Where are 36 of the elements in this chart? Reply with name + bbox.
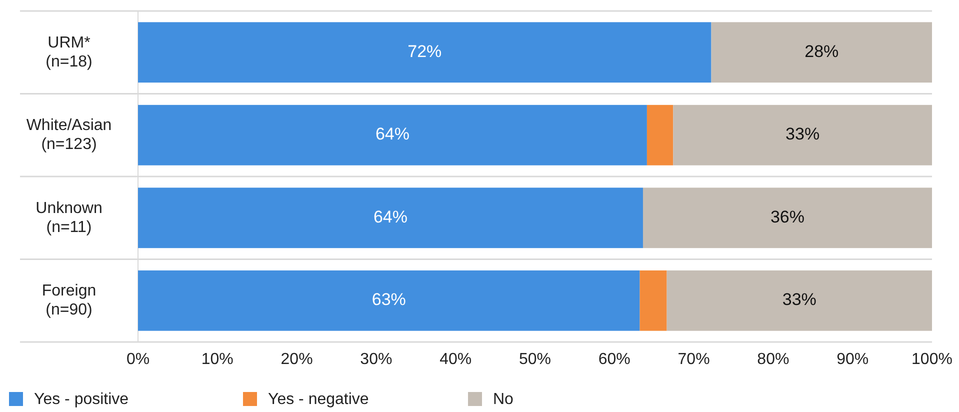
x-tick-label: 0%	[126, 351, 150, 368]
legend-label: No	[493, 391, 514, 408]
bar	[711, 22, 932, 83]
y-tick-label: White/Asian (n=123)	[26, 117, 112, 154]
data-label: 28%	[804, 42, 839, 61]
data-label: 72%	[408, 42, 442, 61]
data-label: 64%	[373, 207, 408, 226]
x-tick-label: 100%	[912, 351, 952, 368]
bar	[138, 270, 640, 331]
legend-label: Yes - positive	[34, 391, 129, 408]
bar	[666, 270, 932, 331]
bar	[138, 22, 712, 83]
data-label: 33%	[782, 290, 816, 310]
y-tick-label: Foreign (n=90)	[42, 282, 96, 319]
data-label: 33%	[786, 124, 820, 144]
bar	[138, 104, 647, 166]
data-label: 63%	[372, 290, 406, 310]
bar	[646, 104, 674, 166]
bar	[640, 270, 667, 331]
x-tick-label: 90%	[836, 351, 869, 368]
data-label: 36%	[770, 207, 805, 226]
x-tick-label: 30%	[360, 351, 392, 368]
x-tick-label: 60%	[598, 351, 630, 368]
x-tick-label: 70%	[678, 351, 710, 368]
y-tick-label: URM* (n=18)	[46, 34, 92, 71]
x-tick-label: 80%	[757, 351, 790, 368]
x-tick-label: 10%	[201, 351, 234, 368]
x-tick-label: 50%	[518, 351, 552, 368]
x-tick-label: 40%	[440, 351, 472, 368]
y-tick-label: Unknown (n=11)	[36, 200, 102, 236]
legend-label: Yes - negative	[268, 391, 369, 408]
bar	[673, 104, 932, 166]
bar	[642, 188, 932, 248]
data-label: 64%	[375, 124, 410, 144]
x-tick-label: 20%	[280, 351, 313, 368]
bar	[138, 188, 643, 248]
